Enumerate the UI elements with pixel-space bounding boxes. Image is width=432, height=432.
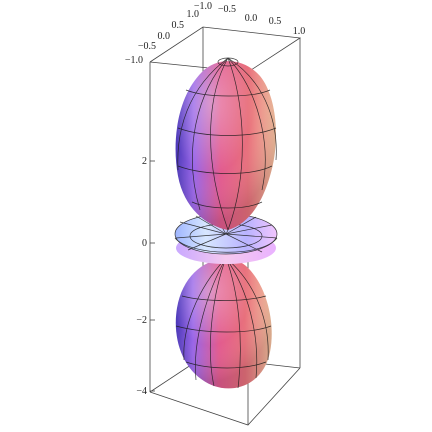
axis-z-tick-label: 0 [142,238,147,249]
axis-y-tick-label: 1.0 [293,26,306,37]
axis-x-tick-label: 1.0 [187,9,200,20]
axis-x-tick-label: −0.5 [138,41,156,52]
axis-z-tick-label: −4 [136,386,147,397]
axis-z-labels: 2 0 −2 −4 [136,156,147,397]
upper-lobe [175,57,277,231]
axis-z-tick-label: 2 [142,156,147,167]
axis-y-labels: −1.0 −0.5 0.0 0.5 1.0 [194,1,305,37]
axis-x-labels: −1.0 −0.5 0.0 0.5 1.0 [125,9,199,66]
tick-marks [150,160,155,392]
axis-x-tick-label: 0.0 [158,31,171,42]
axis-x-tick-label: −1.0 [125,55,143,66]
axis-z-tick-label: −2 [136,315,147,326]
axis-y-tick-label: −0.5 [218,4,236,15]
axis-y-tick-label: 0.0 [245,13,258,24]
axis-y-tick-label: 0.5 [269,16,282,27]
axis-y-tick-label: −1.0 [194,1,212,12]
axis-x-tick-label: 0.5 [172,20,185,31]
lower-lobe [175,257,272,389]
